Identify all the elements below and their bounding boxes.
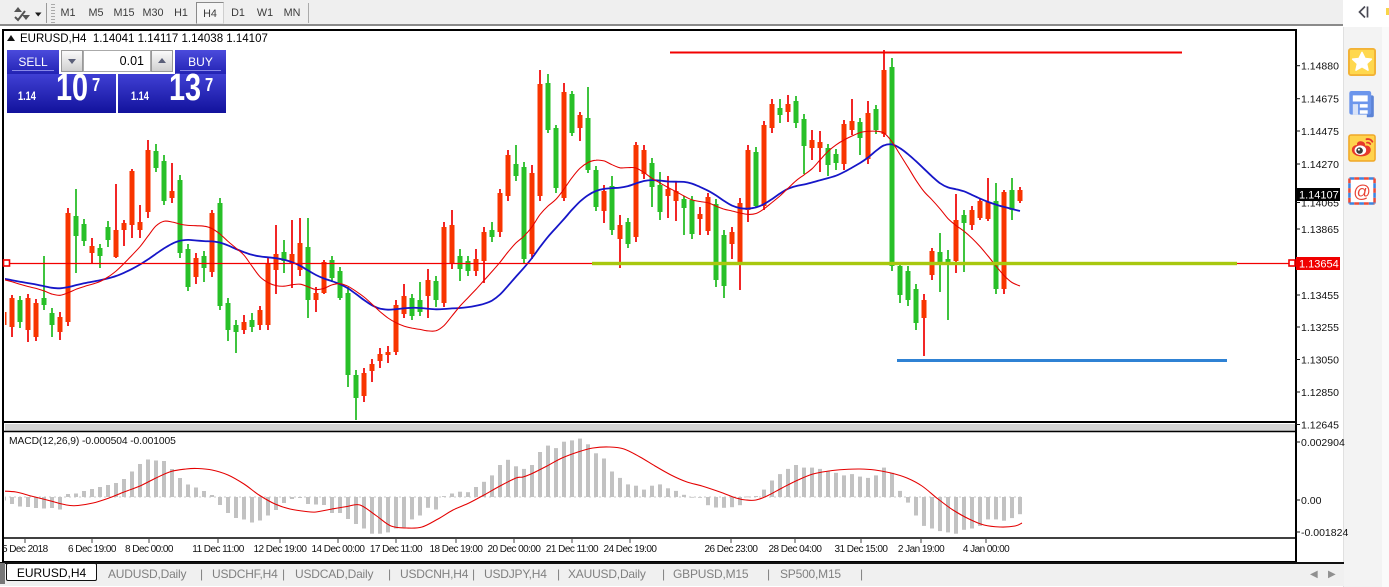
svg-text:5 Dec 2018: 5 Dec 2018 [2, 544, 49, 555]
svg-text:21 Dec 11:00: 21 Dec 11:00 [546, 544, 599, 555]
svg-text:1.13654: 1.13654 [1299, 259, 1339, 271]
svg-text:12 Dec 19:00: 12 Dec 19:00 [254, 544, 308, 555]
svg-text:14 Dec 00:00: 14 Dec 00:00 [312, 544, 366, 555]
svg-text:8 Dec 00:00: 8 Dec 00:00 [125, 544, 174, 555]
svg-text:24 Dec 19:00: 24 Dec 19:00 [604, 544, 658, 555]
svg-text:1.13050: 1.13050 [1301, 354, 1339, 366]
svg-text:1.14880: 1.14880 [1301, 61, 1339, 73]
svg-text:17 Dec 11:00: 17 Dec 11:00 [370, 544, 423, 555]
svg-text:1.12850: 1.12850 [1301, 387, 1339, 399]
svg-text:1.14675: 1.14675 [1301, 94, 1339, 106]
svg-text:1.14270: 1.14270 [1301, 159, 1339, 171]
svg-text:1.14475: 1.14475 [1301, 126, 1339, 138]
svg-text:4 Jan 00:00: 4 Jan 00:00 [963, 544, 1010, 555]
svg-text:1.13455: 1.13455 [1301, 290, 1339, 302]
svg-text:-0.001824: -0.001824 [1301, 527, 1348, 539]
svg-text:1.12645: 1.12645 [1301, 419, 1339, 431]
svg-text:1.14107: 1.14107 [1299, 190, 1339, 202]
svg-text:18 Dec 19:00: 18 Dec 19:00 [430, 544, 484, 555]
svg-text:1.13865: 1.13865 [1301, 224, 1339, 236]
svg-text:26 Dec 23:00: 26 Dec 23:00 [705, 544, 759, 555]
svg-text:@: @ [1353, 181, 1371, 201]
svg-text:1.13255: 1.13255 [1301, 322, 1339, 334]
svg-text:11 Dec 11:00: 11 Dec 11:00 [192, 544, 244, 555]
svg-text:0.002904: 0.002904 [1301, 437, 1345, 449]
svg-text:31 Dec 15:00: 31 Dec 15:00 [835, 544, 889, 555]
svg-text:20 Dec 00:00: 20 Dec 00:00 [488, 544, 542, 555]
svg-text:6 Dec 19:00: 6 Dec 19:00 [68, 544, 117, 555]
svg-text:0.00: 0.00 [1301, 495, 1322, 507]
svg-text:28 Dec 04:00: 28 Dec 04:00 [769, 544, 823, 555]
svg-text:2 Jan 19:00: 2 Jan 19:00 [898, 544, 945, 555]
